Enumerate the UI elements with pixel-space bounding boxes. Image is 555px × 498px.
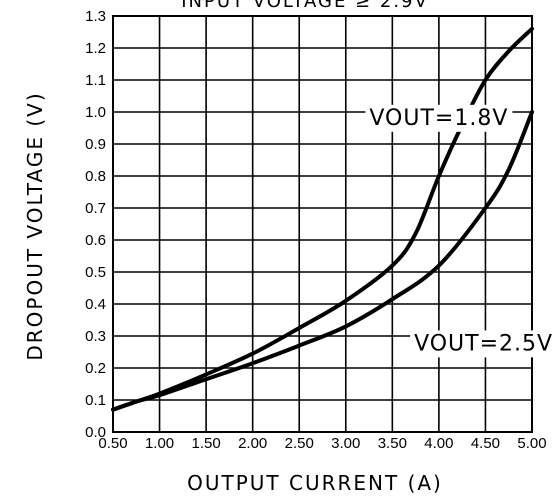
y-tick-label-2: 0.2 — [85, 360, 106, 377]
x-tick-label-2: 1.50 — [192, 435, 221, 452]
y-tick-label-0: 0.0 — [85, 424, 106, 441]
x-tick-label-3: 2.00 — [238, 435, 267, 452]
x-axis-title: OUTPUT CURRENT (A) — [187, 471, 443, 495]
x-tick-label-4: 2.50 — [285, 435, 314, 452]
series-label-vout-2-5: VOUT=2.5V — [414, 331, 553, 356]
x-tick-label-6: 3.50 — [378, 435, 407, 452]
x-tick-label-0: 0.50 — [98, 435, 127, 452]
series-lines — [111, 26, 534, 412]
y-tick-label-13: 1.3 — [85, 8, 106, 25]
x-tick-label-7: 4.00 — [424, 435, 453, 452]
chart-title: INPUT VOLTAGE ≥ 2.9V — [181, 0, 429, 12]
series-label-background-1 — [365, 104, 513, 132]
y-tick-label-1: 0.1 — [85, 392, 106, 409]
y-tick-label-7: 0.7 — [85, 200, 106, 217]
y-tick-label-3: 0.3 — [85, 328, 106, 345]
series-label-background-2 — [410, 330, 555, 358]
x-tick-label-1: 1.00 — [145, 435, 174, 452]
y-tick-label-12: 1.2 — [85, 40, 106, 57]
y-tick-label-6: 0.6 — [85, 232, 106, 249]
x-tick-label-9: 5.00 — [517, 435, 546, 452]
x-tick-label-8: 4.50 — [471, 435, 500, 452]
plot-frame — [112, 15, 533, 433]
y-tick-labels: 0.0 0.1 0.2 0.3 0.4 0.5 0.6 0.7 0.8 0.9 1.0 1.1 1.2 1… — [85, 8, 106, 441]
x-tick-label-5: 3.00 — [331, 435, 360, 452]
y-tick-label-11: 1.1 — [85, 72, 106, 89]
y-tick-label-4: 0.4 — [85, 296, 106, 313]
grid — [112, 15, 533, 433]
x-tick-labels: 0.50 1.00 1.50 2.00 2.50 3.00 3.50 4.00 4.50 5.00 — [98, 435, 546, 452]
y-axis-title: DROPOUT VOLTAGE (V) — [23, 91, 47, 360]
y-tick-label-9: 0.9 — [85, 136, 106, 153]
y-tick-label-5: 0.5 — [85, 264, 106, 281]
series-line-2 — [111, 110, 534, 412]
series-label-vout-1-8: VOUT=1.8V — [369, 106, 508, 131]
y-tick-label-10: 1.0 — [85, 104, 106, 121]
y-tick-label-8: 0.8 — [85, 168, 106, 185]
